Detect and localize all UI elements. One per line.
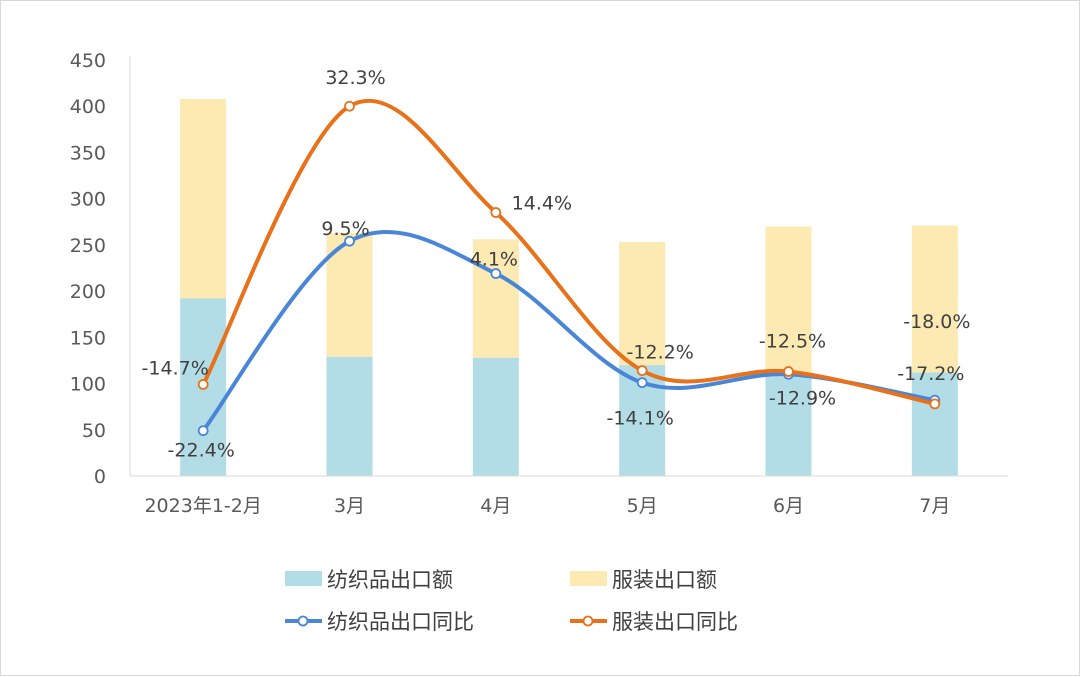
textile-yoy-label: 4.1% — [470, 249, 518, 271]
y-tick-label: 350 — [70, 142, 106, 164]
textile-yoy-label: -22.4% — [168, 440, 235, 462]
legend-marker — [297, 615, 309, 627]
textile-yoy-marker — [197, 425, 209, 437]
apparel-yoy-label: 32.3% — [325, 67, 385, 89]
legend-swatch — [285, 571, 322, 586]
y-tick-label: 400 — [70, 96, 106, 118]
textile-yoy-marker — [636, 377, 648, 389]
x-tick-label: 3月 — [334, 495, 365, 517]
y-tick-label: 150 — [70, 327, 106, 349]
apparel-yoy-label: 14.4% — [512, 193, 572, 215]
y-tick-label: 0 — [94, 466, 106, 488]
bar-apparel — [619, 242, 666, 366]
apparel-yoy-marker — [783, 366, 794, 377]
x-tick-label: 4月 — [480, 495, 511, 517]
bar-apparel — [180, 98, 227, 299]
y-tick-label: 100 — [70, 374, 106, 396]
y-tick-label: 250 — [70, 235, 106, 257]
bar-apparel — [911, 225, 958, 373]
apparel-yoy-line — [201, 98, 937, 406]
apparel-yoy-marker — [344, 100, 355, 112]
legend-label: 服装出口额 — [612, 568, 717, 592]
apparel-yoy-label: -14.7% — [142, 357, 209, 379]
legend-label: 纺织品出口额 — [327, 568, 453, 592]
apparel-yoy-marker — [197, 379, 209, 390]
y-tick-label: 450 — [70, 50, 106, 72]
textile-yoy-label: -14.1% — [607, 408, 674, 430]
x-tick-label: 2023年1-2月 — [144, 495, 261, 517]
apparel-yoy-label: -12.5% — [759, 331, 826, 353]
textile-yoy-marker — [344, 235, 355, 247]
bar-textile — [472, 357, 519, 476]
y-tick-label: 200 — [70, 281, 106, 303]
textile-yoy-marker — [490, 268, 502, 279]
legend-label: 纺织品出口同比 — [327, 610, 474, 634]
apparel-yoy-marker — [929, 398, 941, 410]
apparel-yoy-marker — [636, 365, 648, 377]
y-tick-label: 50 — [82, 420, 106, 442]
x-tick-label: 7月 — [919, 495, 950, 517]
legend-swatch — [570, 571, 607, 586]
legend-item: 纺织品出口同比 — [285, 610, 474, 634]
textile-yoy-label: -17.2% — [897, 363, 964, 385]
bar-apparel — [765, 226, 812, 373]
x-tick-label: 6月 — [773, 495, 804, 517]
x-tick-label: 5月 — [627, 495, 658, 517]
legend-item: 服装出口同比 — [570, 610, 738, 634]
bar-textile — [911, 372, 958, 476]
legend-marker — [582, 615, 594, 627]
bar-textile — [326, 356, 373, 476]
legend-item: 服装出口额 — [570, 568, 717, 592]
bar-apparel — [472, 239, 519, 358]
textile-yoy-label: 9.5% — [321, 218, 369, 240]
textile-yoy-label: -12.9% — [769, 387, 836, 409]
textile-yoy-line — [201, 230, 937, 433]
y-tick-label: 300 — [70, 189, 106, 211]
apparel-yoy-label: -12.2% — [627, 342, 694, 364]
apparel-yoy-marker — [490, 207, 502, 218]
apparel-yoy-label: -18.0% — [903, 311, 970, 333]
legend-label: 服装出口同比 — [612, 610, 738, 634]
bar-textile — [765, 372, 812, 476]
legend-item: 纺织品出口额 — [285, 568, 453, 592]
